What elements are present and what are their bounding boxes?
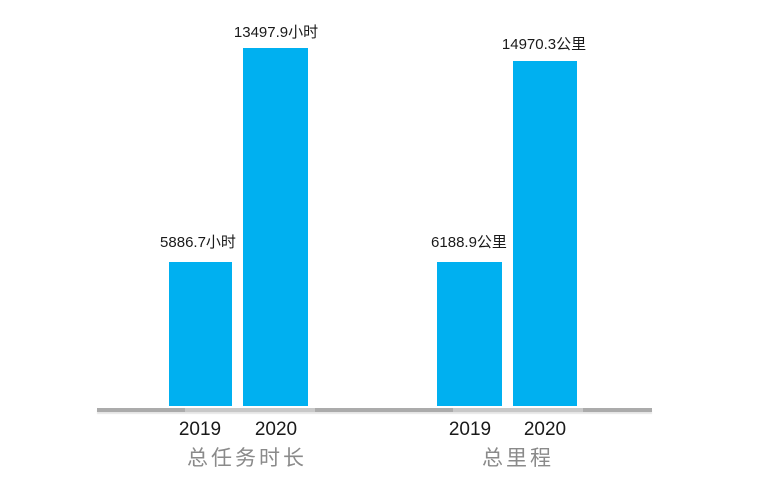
baseline-light-segment	[185, 408, 315, 412]
category-label-mileage-2019: 2019	[448, 419, 492, 440]
chart-title-task-duration: 总任务时长	[187, 447, 307, 470]
data-label-task-duration-2019: 5886.7小时	[160, 234, 236, 251]
bar-task-duration-2019	[169, 262, 232, 406]
bar-mileage-2020	[513, 61, 577, 406]
x-axis-baseline	[97, 408, 652, 412]
chart-title-mileage: 总里程	[482, 447, 554, 470]
data-label-mileage-2020: 14970.3公里	[501, 36, 587, 53]
data-label-mileage-2019: 6188.9公里	[431, 234, 507, 251]
data-label-task-duration-2020: 13497.9小时	[233, 24, 319, 41]
bar-task-duration-2020	[243, 48, 308, 406]
bar-mileage-2019	[437, 262, 502, 406]
category-label-task-duration-2020: 2020	[254, 419, 298, 440]
category-label-mileage-2020: 2020	[523, 419, 567, 440]
category-label-task-duration-2019: 2019	[178, 419, 222, 440]
baseline-light-segment	[453, 408, 583, 412]
